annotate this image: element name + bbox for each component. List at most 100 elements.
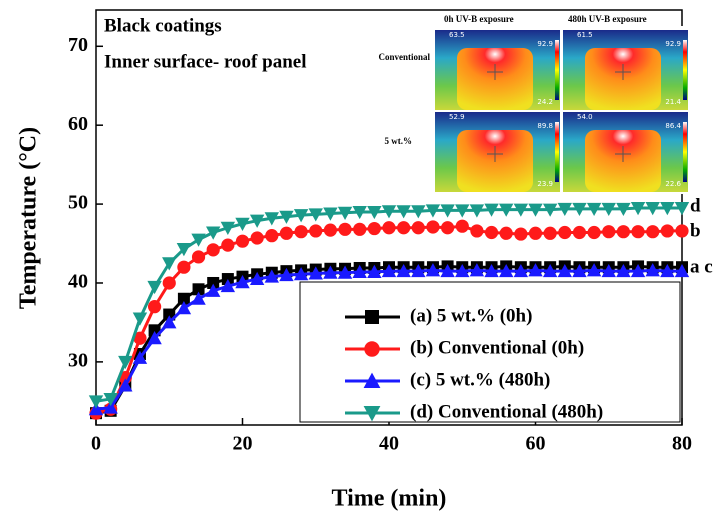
marker bbox=[513, 263, 529, 278]
marker bbox=[587, 225, 601, 240]
chart-title: Black coatings bbox=[104, 15, 222, 36]
marker bbox=[528, 226, 543, 240]
marker bbox=[176, 301, 192, 315]
marker bbox=[103, 392, 118, 407]
marker bbox=[528, 203, 543, 217]
y-axis-title: Temperature (°C) bbox=[16, 127, 42, 309]
marker bbox=[118, 378, 133, 392]
marker bbox=[103, 400, 118, 414]
x-tick-label: 40 bbox=[379, 433, 399, 455]
marker bbox=[88, 402, 104, 416]
x-tick-label: 80 bbox=[672, 433, 692, 455]
marker bbox=[425, 204, 441, 218]
annotation: d bbox=[690, 195, 701, 216]
thermal-min: 24.2 bbox=[537, 98, 553, 106]
legend-marker bbox=[364, 341, 380, 357]
marker bbox=[557, 263, 572, 278]
marker bbox=[367, 221, 381, 236]
marker bbox=[558, 225, 572, 240]
marker bbox=[455, 204, 470, 218]
marker bbox=[411, 263, 426, 278]
marker bbox=[645, 263, 660, 277]
marker bbox=[543, 226, 557, 240]
marker bbox=[207, 276, 220, 289]
marker bbox=[162, 276, 176, 290]
y-tick-label: 30 bbox=[68, 349, 88, 371]
thermal-max: 86.4 bbox=[665, 122, 681, 130]
marker bbox=[660, 224, 674, 238]
marker bbox=[601, 202, 616, 217]
marker bbox=[674, 263, 690, 278]
thermal-scale bbox=[683, 122, 687, 182]
marker bbox=[265, 229, 279, 243]
marker bbox=[235, 234, 250, 248]
thermal-scale bbox=[555, 40, 559, 100]
marker bbox=[352, 264, 367, 278]
thermal-max: 92.9 bbox=[665, 40, 681, 48]
x-axis-title: Time (min) bbox=[332, 486, 447, 512]
thermal-scale bbox=[683, 40, 687, 100]
marker bbox=[176, 243, 192, 257]
marker bbox=[308, 208, 323, 222]
marker bbox=[616, 225, 631, 239]
marker bbox=[631, 225, 645, 239]
legend-box bbox=[299, 281, 681, 423]
marker bbox=[397, 221, 411, 235]
marker bbox=[645, 202, 660, 216]
marker bbox=[221, 238, 235, 252]
marker bbox=[323, 207, 338, 221]
legend-marker bbox=[363, 406, 381, 422]
marker bbox=[586, 263, 602, 277]
marker bbox=[191, 250, 206, 264]
thermal-scale bbox=[555, 122, 559, 182]
marker bbox=[646, 225, 660, 239]
marker bbox=[396, 263, 411, 278]
marker bbox=[264, 212, 279, 226]
inset-column-label: 0h UV-B exposure bbox=[444, 14, 514, 24]
marker bbox=[572, 225, 587, 240]
marker bbox=[499, 226, 513, 240]
marker bbox=[396, 205, 411, 219]
marker bbox=[279, 267, 294, 282]
marker bbox=[132, 350, 148, 364]
legend-label: (b) Conventional (0h) bbox=[410, 337, 584, 358]
marker bbox=[132, 312, 148, 326]
marker bbox=[572, 263, 587, 278]
thermal-min: 22.6 bbox=[665, 180, 681, 188]
annotation: b bbox=[690, 220, 701, 241]
marker bbox=[528, 263, 543, 277]
thermal-max: 92.9 bbox=[537, 40, 553, 48]
marker bbox=[660, 263, 675, 278]
marker bbox=[542, 203, 558, 217]
marker bbox=[601, 263, 616, 278]
marker bbox=[616, 263, 631, 278]
marker bbox=[616, 202, 631, 217]
marker bbox=[352, 205, 367, 220]
marker bbox=[309, 224, 323, 238]
x-tick-label: 20 bbox=[233, 433, 253, 455]
marker bbox=[674, 202, 690, 216]
marker bbox=[235, 217, 250, 232]
marker bbox=[206, 243, 220, 257]
marker bbox=[367, 264, 382, 278]
marker bbox=[177, 292, 190, 305]
marker bbox=[293, 209, 309, 223]
marker bbox=[513, 203, 529, 217]
marker bbox=[279, 226, 294, 240]
marker bbox=[337, 206, 353, 220]
chart-subtitle: Inner surface- roof panel bbox=[104, 51, 306, 72]
marker bbox=[220, 221, 236, 235]
marker bbox=[177, 260, 191, 274]
marker bbox=[411, 205, 426, 219]
inset-row-label: Conventional bbox=[378, 52, 430, 62]
marker bbox=[337, 265, 353, 279]
marker bbox=[88, 395, 104, 409]
marker bbox=[470, 224, 484, 238]
y-tick-label: 60 bbox=[68, 113, 88, 135]
legend-marker bbox=[365, 310, 379, 324]
marker bbox=[264, 269, 279, 283]
legend-label: (c) 5 wt.% (480h) bbox=[410, 369, 550, 390]
marker bbox=[148, 300, 162, 314]
marker bbox=[455, 219, 469, 233]
